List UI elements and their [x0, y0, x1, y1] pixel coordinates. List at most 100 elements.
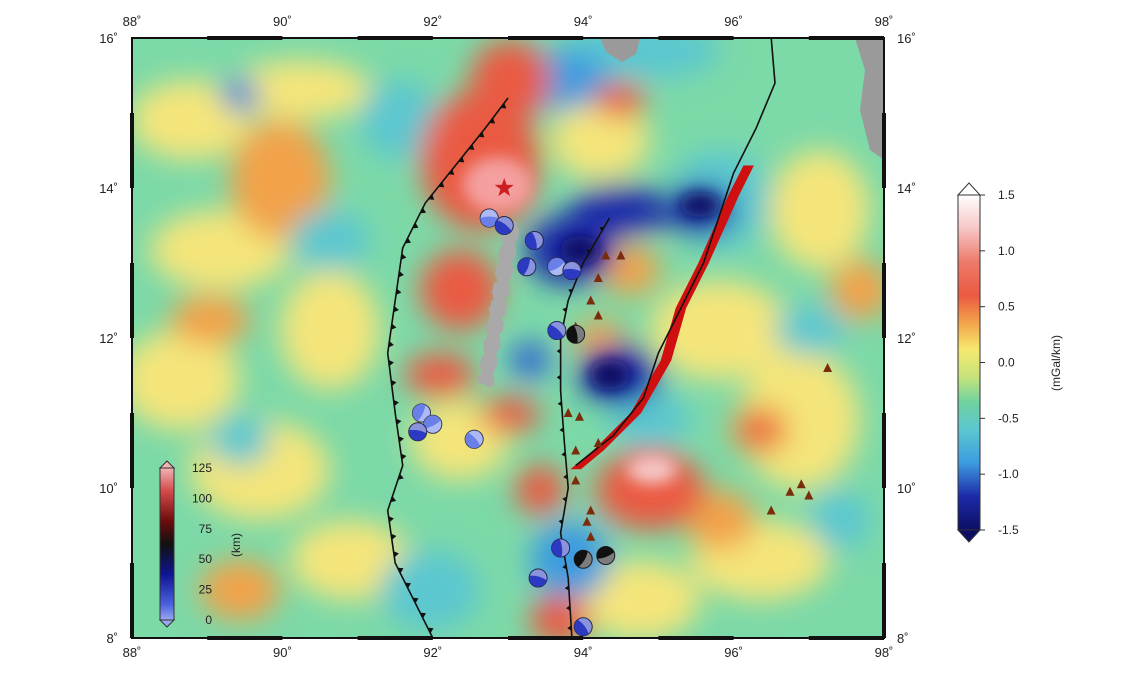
trench-tooth — [458, 156, 465, 163]
trench-tooth — [405, 237, 411, 244]
focal-mechanism-icon — [528, 568, 548, 588]
volcano-icon — [571, 475, 581, 485]
trench-tooth — [405, 582, 411, 589]
volcano-icon — [823, 363, 833, 372]
trench-tooth — [401, 253, 407, 260]
trench-tooth — [390, 496, 397, 503]
gravity-colorbar-label: -1.5 — [998, 523, 1019, 537]
back-arc-tooth — [562, 496, 567, 502]
lat-tick-label-left: 8˚ — [106, 631, 118, 646]
lon-tick-label-top: 94˚ — [574, 14, 593, 29]
lon-tick-label-top: 92˚ — [423, 14, 442, 29]
trench-tooth — [393, 399, 399, 407]
lat-tick-label-left: 10˚ — [99, 481, 118, 496]
depth-colorbar-label: 50 — [199, 552, 213, 566]
volcano-icon — [571, 445, 581, 455]
back-arc-tooth — [562, 564, 567, 570]
back-arc-tooth — [557, 401, 562, 407]
trench-tooth — [428, 194, 435, 200]
back-arc-tooth — [567, 625, 572, 631]
focal-mechanism-icon — [596, 546, 616, 565]
trench-tooth — [500, 102, 507, 109]
depth-colorbar-label: 75 — [199, 522, 213, 536]
trench-tooth — [395, 288, 402, 295]
volcano-icon — [796, 479, 806, 489]
depth-colorbar-label: 25 — [199, 583, 213, 597]
gravity-unit-label: (mGal/km) — [1049, 335, 1063, 391]
trench-tooth — [427, 627, 434, 634]
volcano-icon — [582, 516, 592, 526]
trench-tooth — [412, 222, 419, 229]
volcano-icon — [766, 505, 776, 515]
volcano-icon — [593, 438, 603, 447]
trench-tooth — [489, 117, 496, 124]
trench-tooth — [401, 453, 407, 460]
trench-tooth — [397, 567, 404, 574]
back-arc-tooth — [561, 451, 566, 457]
trench-line — [386, 97, 509, 638]
depth-colorbar: 125 100 75 50 25 0 (km) — [158, 460, 243, 628]
lat-tick-label-right: 10˚ — [897, 481, 916, 496]
back-arc-tooth — [558, 519, 563, 525]
back-arc-tooth — [599, 227, 605, 232]
back-arc-tooth — [563, 474, 568, 480]
map-frame-ticks — [130, 36, 886, 640]
lat-tick-label-left: 12˚ — [99, 331, 118, 346]
focal-mechanism-icon — [562, 261, 582, 280]
depth-colorbar-label: 0 — [205, 613, 212, 627]
seismicity-dot — [484, 377, 495, 388]
lon-tick-label-bottom: 98˚ — [875, 645, 894, 660]
lon-tick-label-top: 88˚ — [123, 14, 142, 29]
gravity-colorbar-label: 0.5 — [998, 300, 1015, 314]
focal-mechanism-icon — [573, 617, 593, 637]
lon-tick-label-bottom: 90˚ — [273, 645, 292, 660]
back-arc-tooth — [556, 348, 561, 354]
depth-colorbar-label: 100 — [192, 491, 212, 505]
back-arc-tooth — [566, 605, 571, 611]
depth-colorbar-label: 125 — [192, 461, 212, 475]
volcano-icon — [593, 273, 603, 282]
trench-tooth — [388, 359, 394, 367]
trench-tooth — [393, 306, 399, 313]
epicenter-star-icon — [494, 178, 514, 197]
lat-tick-label-left: 16˚ — [99, 31, 118, 46]
back-arc-tooth — [568, 288, 573, 294]
back-arc-tooth — [556, 374, 561, 380]
trench-tooth — [478, 131, 485, 138]
trench-tooth — [412, 597, 419, 604]
back-arc-tooth — [562, 307, 567, 313]
focal-mechanism-icon — [524, 231, 544, 250]
back-arc-tooth — [586, 249, 592, 254]
lon-tick-label-top: 98˚ — [875, 14, 894, 29]
lat-tick-label-right: 12˚ — [897, 331, 916, 346]
trench-tooth — [390, 533, 397, 540]
gravity-colorbar-label: 0.0 — [998, 356, 1015, 370]
volcano-icon — [563, 408, 573, 417]
gravity-field — [132, 38, 884, 638]
trench-tooth — [395, 418, 402, 425]
focal-mechanism-icon — [423, 414, 443, 434]
axis-labels: 88˚88˚90˚90˚92˚92˚94˚94˚96˚96˚98˚98˚8˚ 8˚… — [99, 14, 916, 660]
focal-mechanism-icon — [551, 538, 571, 558]
lat-tick-label-right: 16˚ — [897, 31, 916, 46]
volcano-icon — [616, 250, 626, 260]
gravity-colorbar-label: 1.0 — [998, 244, 1015, 258]
trench-tooth — [388, 516, 394, 523]
gravity-colorbar: 1.5 1.0 0.5 0.0 -0.5 -1.0 -1.5 (mGal/km) — [956, 182, 1063, 543]
trench-tooth — [468, 144, 475, 150]
red-band-strike-slip — [570, 165, 754, 470]
lon-tick-label-bottom: 88˚ — [123, 645, 142, 660]
focal-mechanism-icon — [479, 208, 499, 228]
volcano-icon — [593, 310, 603, 320]
volcano-icon — [586, 531, 596, 541]
lon-tick-label-top: 96˚ — [724, 14, 743, 29]
gravity-colorbar-label: 1.5 — [998, 188, 1015, 202]
focal-mechanism-icon — [566, 324, 586, 344]
focal-mechanism-icon — [464, 429, 484, 449]
focal-mechanism-icon — [547, 321, 567, 340]
lat-tick-label-right: 14˚ — [897, 181, 916, 196]
trench-tooth — [420, 207, 426, 214]
volcano-icon — [804, 490, 814, 500]
trench-tooth — [448, 169, 455, 175]
